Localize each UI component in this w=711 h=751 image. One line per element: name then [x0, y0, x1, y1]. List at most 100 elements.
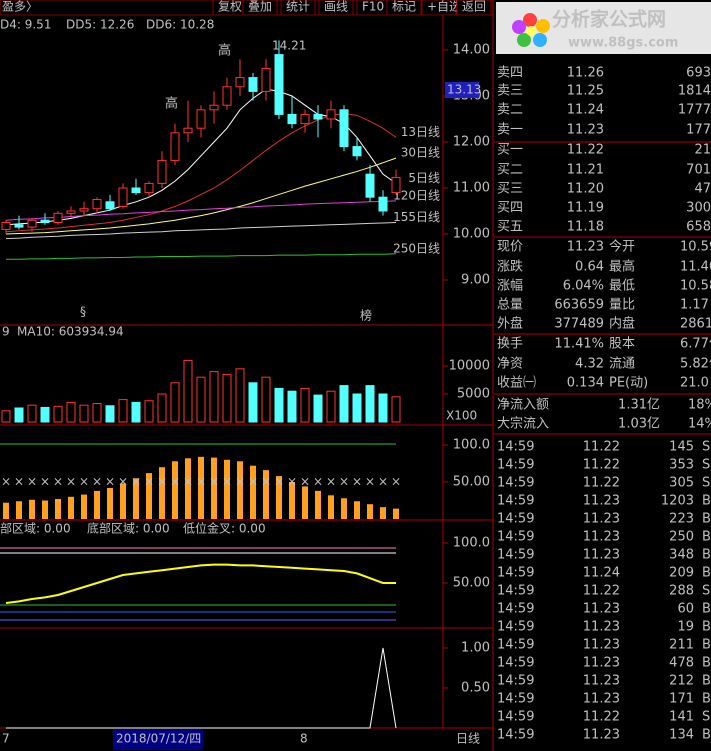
book-label: 买一	[497, 143, 523, 158]
trade-time: 14:59	[497, 548, 534, 563]
volume-unit: X100	[446, 409, 477, 423]
toolbar-button-label[interactable]: +自选	[427, 0, 461, 14]
trade-time: 14:59	[497, 494, 534, 509]
volume-bar	[391, 396, 401, 423]
candle-body	[131, 187, 141, 194]
trade-time: 14:59	[497, 584, 534, 599]
stat-value: 11.23	[567, 240, 604, 255]
toolbar-button-label[interactable]: 标记	[392, 0, 416, 14]
book-label: 买二	[497, 163, 523, 178]
volume-bar	[339, 385, 349, 423]
ind3-line	[5, 563, 396, 604]
toolbar-button[interactable]	[280, 0, 316, 16]
volume-bar	[92, 403, 102, 423]
ind2-bar	[107, 487, 113, 519]
trade-time: 14:59	[497, 638, 534, 653]
candle-body	[352, 146, 362, 157]
mark: 高	[165, 96, 178, 112]
stat-label: 股本	[609, 337, 635, 352]
trade-side: B	[702, 530, 711, 545]
trade-time: 14:59	[497, 728, 534, 743]
cross-marker: ×	[274, 475, 284, 489]
toolbar-button-label[interactable]: 画线	[324, 0, 348, 14]
ind2-bar	[198, 456, 204, 519]
cross-marker: ×	[339, 475, 349, 489]
book-label: 买四	[497, 201, 523, 216]
petal	[523, 13, 537, 27]
trade-time: 14:59	[497, 656, 534, 671]
ma-label: 250日线	[393, 241, 440, 255]
trade-side: B	[702, 566, 711, 581]
trade-side: B	[702, 638, 711, 653]
stat-label: 流通	[609, 357, 635, 372]
stat-value: 21.0	[680, 376, 709, 391]
book-price: 11.25	[567, 84, 604, 99]
trade-side: S	[702, 476, 710, 491]
candle-body	[248, 77, 258, 92]
candle-body	[27, 219, 37, 228]
toolbar-button-label[interactable]: 统计	[286, 0, 310, 14]
ind3-header: 部区域: 0.00	[0, 521, 71, 536]
trade-price: 11.23	[583, 656, 620, 671]
flow-percent: 14%	[688, 417, 711, 432]
toolbar-button-label[interactable]: 返回	[462, 0, 486, 14]
candle-body	[222, 86, 232, 106]
cross-marker: ×	[14, 475, 24, 489]
volume-bar	[40, 406, 50, 423]
cross-marker: ×	[209, 475, 219, 489]
trade-volume: 141	[669, 710, 694, 725]
trade-price: 11.22	[583, 710, 620, 725]
trade-price: 11.23	[583, 494, 620, 509]
volume-bar	[300, 387, 310, 423]
ind2-tick-label: 50.00	[453, 475, 490, 490]
candle-body	[170, 132, 180, 161]
ind2-bar	[237, 461, 243, 519]
candle-body	[66, 210, 76, 214]
cross-marker: ×	[300, 475, 310, 489]
ind2-bar	[3, 502, 9, 519]
toolbar-button-label[interactable]: F10	[362, 0, 384, 14]
toolbar-button[interactable]	[456, 0, 492, 16]
stat-value: 5.82亿	[680, 357, 711, 372]
cross-marker: ×	[326, 475, 336, 489]
petal-center	[526, 26, 536, 36]
ind2-bar	[380, 507, 386, 519]
toolbar-button-label[interactable]: 复权	[218, 0, 242, 14]
volume-bar	[105, 405, 115, 423]
trade-side: S	[702, 458, 710, 473]
candle-body	[14, 224, 24, 228]
trade-volume: 305	[669, 476, 694, 491]
book-price: 11.26	[567, 66, 604, 81]
stat-value: 0.64	[575, 260, 604, 275]
book-volume: 21	[694, 143, 711, 158]
cross-marker: ×	[1, 475, 11, 489]
stat-label: 涨幅	[497, 279, 523, 294]
volume-bar	[170, 382, 180, 423]
cross-marker: ×	[287, 475, 297, 489]
mark: 榜	[360, 308, 372, 323]
candle-body	[183, 127, 193, 134]
ind2-bar	[393, 508, 399, 519]
trade-time: 14:59	[497, 566, 534, 581]
book-volume: 47	[694, 182, 711, 197]
book-volume: 177	[686, 123, 711, 138]
price-tick-label: 14.00	[453, 43, 490, 58]
cross-marker: ×	[53, 475, 63, 489]
toolbar-button[interactable]	[242, 0, 278, 16]
candle-body	[300, 113, 310, 125]
book-label: 卖二	[497, 103, 523, 118]
bottom-period[interactable]: 日线	[456, 732, 480, 746]
ind2-bar	[94, 490, 100, 519]
trade-volume: 19	[677, 620, 694, 635]
cross-marker: ×	[235, 475, 245, 489]
logo-name: 分析家公式网	[552, 8, 666, 31]
flow-percent: 18%	[688, 398, 711, 413]
toolbar-button-label[interactable]: 叠加	[248, 0, 272, 14]
ma-label: 5日线	[408, 171, 440, 185]
cross-marker: ×	[261, 475, 271, 489]
toolbar-button[interactable]	[386, 0, 422, 16]
toolbar-button[interactable]	[318, 0, 354, 16]
ind3-tick-label: 100.0	[453, 536, 490, 551]
toolbar-button[interactable]	[421, 0, 457, 16]
